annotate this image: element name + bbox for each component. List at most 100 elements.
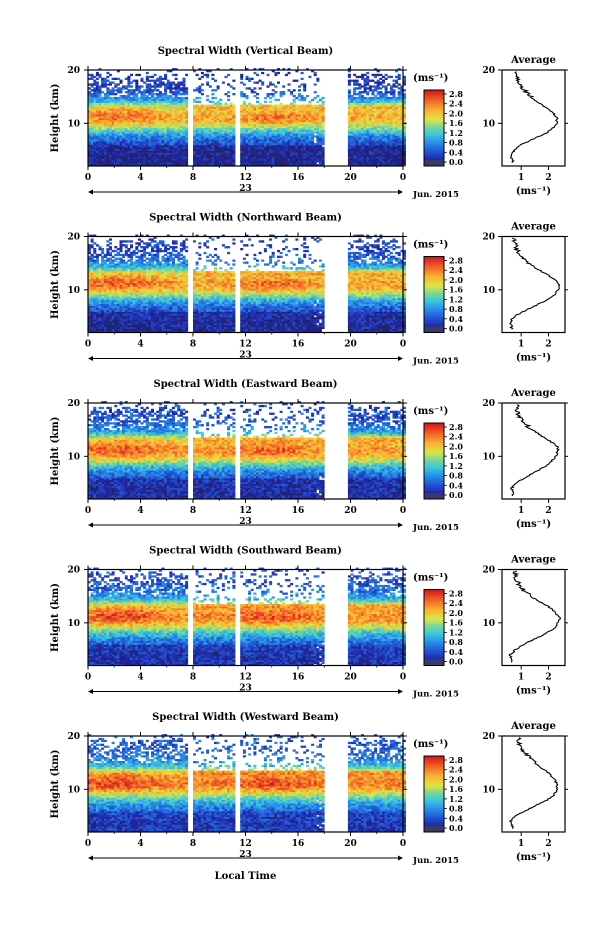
- heatmap-cell: [279, 91, 283, 94]
- heatmap-cell: [93, 294, 97, 297]
- heatmap-cell: [106, 319, 110, 322]
- heatmap-cell: [88, 162, 91, 165]
- heatmap-cell: [179, 135, 183, 138]
- heatmap-cell: [292, 137, 296, 140]
- heatmap-cell: [158, 148, 162, 151]
- heatmap-cell: [206, 114, 210, 117]
- heatmap-cell: [158, 98, 162, 102]
- heatmap-cell: [182, 139, 186, 142]
- heatmap-cell: [93, 309, 97, 312]
- heatmap-cell: [106, 156, 110, 159]
- heatmap-cell: [311, 131, 315, 134]
- heatmap-cell: [109, 284, 112, 287]
- heatmap-cell: [198, 160, 202, 163]
- heatmap-cell: [101, 106, 105, 109]
- heatmap-cell: [116, 321, 120, 324]
- heatmap-cell: [174, 152, 178, 155]
- heatmap-cell: [137, 144, 141, 148]
- heatmap-cell: [90, 267, 94, 270]
- heatmap-cell: [389, 118, 393, 121]
- heatmap-cell: [103, 79, 107, 82]
- heatmap-cell: [347, 79, 351, 82]
- heatmap-cell: [397, 160, 401, 163]
- heatmap-cell: [308, 116, 312, 119]
- heatmap-cell: [116, 288, 120, 291]
- heatmap-cell: [287, 137, 291, 140]
- x-tick-label: 8: [190, 173, 196, 183]
- heatmap-cell: [179, 152, 183, 155]
- heatmap-cell: [216, 118, 220, 121]
- heatmap-cell: [122, 87, 126, 90]
- heatmap-cell: [292, 156, 296, 159]
- heatmap-cell: [316, 125, 320, 128]
- heatmap-cell: [140, 150, 144, 153]
- heatmap-cell: [358, 146, 362, 150]
- heatmap-cell: [279, 110, 283, 113]
- heatmap-cell: [119, 274, 123, 278]
- heatmap-cell: [135, 85, 139, 88]
- heatmap-cell: [295, 162, 299, 165]
- heatmap-cell: [119, 292, 123, 295]
- heatmap-cell: [164, 119, 168, 123]
- heatmap-cell: [371, 156, 375, 159]
- heatmap-cell: [119, 123, 123, 127]
- heatmap-cell: [137, 114, 141, 117]
- heatmap-cell: [151, 154, 154, 157]
- heatmap-cell: [88, 87, 91, 90]
- heatmap-cell: [114, 269, 118, 272]
- heatmap-cell: [130, 81, 133, 84]
- heatmap-cell: [290, 162, 294, 165]
- heatmap-cell: [98, 158, 102, 161]
- heatmap-cell: [182, 135, 186, 138]
- heatmap-cell: [300, 143, 304, 146]
- heatmap-cell: [172, 121, 175, 125]
- heatmap-cell: [106, 248, 110, 251]
- heatmap-cell: [250, 141, 254, 144]
- heatmap-cell: [111, 324, 115, 328]
- heatmap-cell: [95, 263, 99, 266]
- heatmap-cell: [116, 156, 120, 159]
- heatmap-cell: [382, 125, 385, 128]
- heatmap-cell: [93, 263, 97, 266]
- heatmap-cell: [379, 154, 383, 157]
- heatmap-cell: [374, 129, 378, 132]
- heatmap-cell: [387, 146, 391, 150]
- heatmap-cell: [98, 73, 102, 77]
- heatmap-cell: [103, 108, 107, 111]
- heatmap-cell: [250, 143, 254, 146]
- heatmap-cell: [261, 162, 265, 165]
- heatmap-cell: [258, 108, 262, 111]
- heatmap-cell: [253, 135, 257, 138]
- heatmap-cell: [287, 135, 291, 138]
- heatmap-cell: [258, 106, 262, 109]
- heatmap-cell: [361, 118, 364, 121]
- heatmap-cell: [106, 71, 110, 75]
- heatmap-cell: [101, 330, 105, 333]
- heatmap-cell: [216, 104, 220, 107]
- heatmap-cell: [161, 143, 165, 146]
- heatmap-cell: [366, 150, 370, 153]
- heatmap-cell: [271, 146, 275, 150]
- heatmap-cell: [287, 68, 291, 71]
- heatmap-cell: [227, 116, 231, 119]
- heatmap-cell: [319, 154, 322, 157]
- heatmap-cell: [384, 104, 388, 107]
- heatmap-cell: [395, 162, 399, 165]
- heatmap-cell: [114, 89, 118, 92]
- heatmap-cell: [392, 133, 396, 136]
- heatmap-cell: [174, 164, 178, 167]
- heatmap-cell: [308, 158, 312, 161]
- heatmap-cell: [90, 129, 94, 132]
- heatmap-cell: [374, 85, 378, 88]
- heatmap-cell: [316, 137, 320, 140]
- heatmap-cell: [116, 248, 120, 251]
- heatmap-cell: [93, 75, 97, 79]
- heatmap-cell: [250, 121, 254, 125]
- heatmap-cell: [227, 73, 231, 77]
- heatmap-cell: [116, 290, 120, 293]
- heatmap-cell: [95, 135, 99, 138]
- heatmap-cell: [303, 164, 307, 167]
- heatmap-cell: [253, 87, 257, 90]
- heatmap-cell: [132, 116, 136, 119]
- heatmap-cell: [103, 118, 107, 121]
